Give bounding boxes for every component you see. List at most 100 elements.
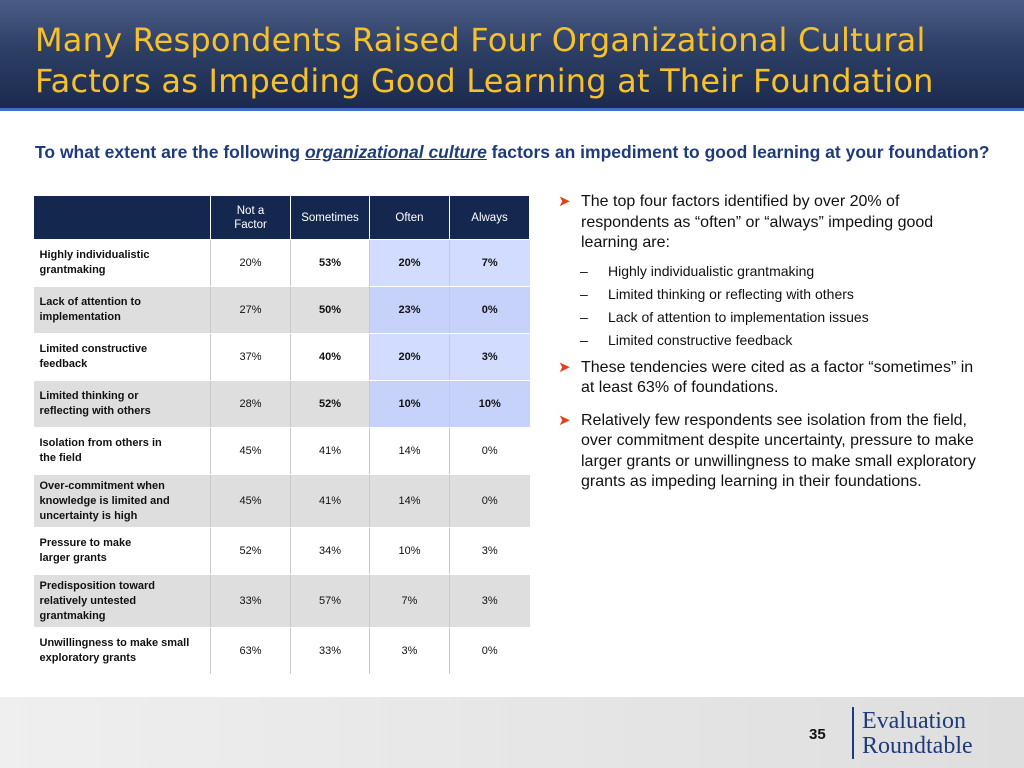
cell-not-a-factor: 45% [210, 427, 291, 475]
cell-not-a-factor: 52% [210, 527, 291, 575]
cell-sometimes: 57% [290, 574, 370, 628]
row-label: Unwillingness to make small exploratory … [33, 627, 211, 675]
table-row: Lack of attention to implementation 27% … [33, 286, 530, 334]
cell-sometimes: 52% [290, 380, 370, 428]
slide-header [0, 0, 1024, 108]
header-divider [0, 108, 1024, 111]
header-factor [33, 195, 211, 240]
bullet-text: The top four factors identified by over … [581, 193, 934, 251]
cell-sometimes: 40% [290, 333, 370, 381]
cell-not-a-factor: 20% [210, 239, 291, 287]
question-suffix: factors an impediment to good learning a… [486, 142, 990, 162]
question-prefix: To what extent are the following [35, 142, 305, 162]
row-label-text: Predisposition toward relatively unteste… [39, 579, 156, 622]
arrow-bullet-icon: ➤ [558, 358, 571, 376]
table-row: Highly individualistic grantmaking 20% 5… [33, 239, 530, 287]
sub-bullet-item: – Highly individualistic grantmaking [558, 262, 983, 280]
cell-often: 10% [369, 527, 450, 575]
bullet-item: ➤ These tendencies were cited as a facto… [558, 358, 983, 399]
row-label: Limited thinking or reflecting with othe… [33, 380, 211, 428]
bullet-item: ➤ Relatively few respondents see isolati… [558, 411, 983, 493]
cell-always: 10% [449, 380, 530, 428]
logo-line-2: Roundtable [862, 733, 973, 759]
cell-sometimes: 50% [290, 286, 370, 334]
table-row: Limited thinking or reflecting with othe… [33, 380, 530, 428]
cell-always: 0% [449, 627, 530, 675]
cell-often: 23% [369, 286, 450, 334]
survey-question: To what extent are the following organiz… [35, 141, 995, 164]
dash-icon: – [580, 262, 588, 279]
sub-bullet-item: – Limited constructive feedback [558, 331, 983, 349]
row-label-text: Over-commitment when knowledge is limite… [39, 479, 170, 522]
row-label: Isolation from others in the field [33, 427, 211, 475]
dash-icon: – [580, 308, 588, 325]
table-row: Unwillingness to make small exploratory … [33, 627, 530, 675]
bullet-text: These tendencies were cited as a factor … [581, 358, 974, 397]
cell-often: 14% [369, 427, 450, 475]
dash-icon: – [580, 285, 588, 302]
header-always: Always [449, 195, 530, 240]
cell-sometimes: 53% [290, 239, 370, 287]
question-emphasis: organizational culture [304, 142, 487, 162]
bullet-item: ➤ The top four factors identified by ove… [558, 192, 983, 254]
row-label: Lack of attention to implementation [33, 286, 211, 334]
row-label-text: Limited constructive feedback [39, 343, 148, 370]
row-label: Highly individualistic grantmaking [33, 239, 211, 287]
cell-often: 14% [369, 474, 450, 528]
cell-not-a-factor: 45% [210, 474, 291, 528]
row-label-text: Isolation from others in the field [39, 437, 162, 464]
logo-divider [852, 707, 854, 759]
cell-always: 0% [449, 286, 530, 334]
row-label: Over-commitment when knowledge is limite… [33, 474, 211, 528]
cell-always: 3% [449, 574, 530, 628]
cell-often: 20% [369, 333, 450, 381]
cell-not-a-factor: 28% [210, 380, 291, 428]
cell-not-a-factor: 33% [210, 574, 291, 628]
sub-bullet-text: Limited constructive feedback [608, 331, 793, 348]
row-label: Pressure to make larger grants [33, 527, 211, 575]
results-table: Not a Factor Sometimes Often Always High… [33, 195, 530, 675]
cell-often: 7% [369, 574, 450, 628]
page-number: 35 [809, 726, 826, 743]
table-header-row: Not a Factor Sometimes Often Always [33, 195, 530, 240]
sub-bullet-text: Limited thinking or reflecting with othe… [608, 285, 854, 302]
header-not-a-factor: Not a Factor [210, 195, 291, 240]
dash-icon: – [580, 331, 588, 348]
table-row: Isolation from others in the field 45% 4… [33, 427, 530, 475]
cell-sometimes: 41% [290, 474, 370, 528]
sub-bullet-item: – Limited thinking or reflecting with oth… [558, 285, 983, 303]
arrow-bullet-icon: ➤ [558, 411, 571, 429]
bullet-text: Relatively few respondents see isolation… [581, 411, 976, 491]
table-row: Over-commitment when knowledge is limite… [33, 474, 530, 528]
row-label-text: Highly individualistic grantmaking [39, 249, 150, 276]
cell-often: 20% [369, 239, 450, 287]
cell-often: 3% [369, 627, 450, 675]
cell-sometimes: 41% [290, 427, 370, 475]
cell-sometimes: 33% [290, 627, 370, 675]
slide-title: Many Respondents Raised Four Organizatio… [35, 21, 934, 100]
header-sometimes: Sometimes [290, 195, 370, 240]
arrow-bullet-icon: ➤ [558, 193, 571, 210]
cell-not-a-factor: 37% [210, 333, 291, 381]
cell-always: 0% [449, 474, 530, 528]
row-label: Predisposition toward relatively unteste… [33, 574, 211, 628]
sub-bullet-text: Lack of attention to implementation issu… [608, 308, 869, 325]
sub-bullet-item: – Lack of attention to implementation iss… [558, 308, 983, 326]
cell-sometimes: 34% [290, 527, 370, 575]
header-often: Often [369, 195, 450, 240]
row-label-text: Unwillingness to make small exploratory … [39, 637, 190, 664]
row-label-text: Lack of attention to implementation [39, 296, 141, 323]
row-label: Limited constructive feedback [33, 333, 211, 381]
row-label-text: Limited thinking or reflecting with othe… [39, 390, 151, 417]
cell-always: 3% [449, 333, 530, 381]
cell-always: 7% [449, 239, 530, 287]
cell-always: 0% [449, 427, 530, 475]
logo-line-1: Evaluation [862, 708, 966, 734]
table-row: Pressure to make larger grants 52% 34% 1… [33, 527, 530, 575]
table-row: Limited constructive feedback 37% 40% 20… [33, 333, 530, 381]
key-findings: ➤ The top four factors identified by ove… [558, 192, 983, 505]
sub-bullet-text: Highly individualistic grantmaking [608, 262, 815, 279]
cell-not-a-factor: 27% [210, 286, 291, 334]
header-not-a-factor-text: Not a Factor [234, 204, 267, 231]
cell-always: 3% [449, 527, 530, 575]
